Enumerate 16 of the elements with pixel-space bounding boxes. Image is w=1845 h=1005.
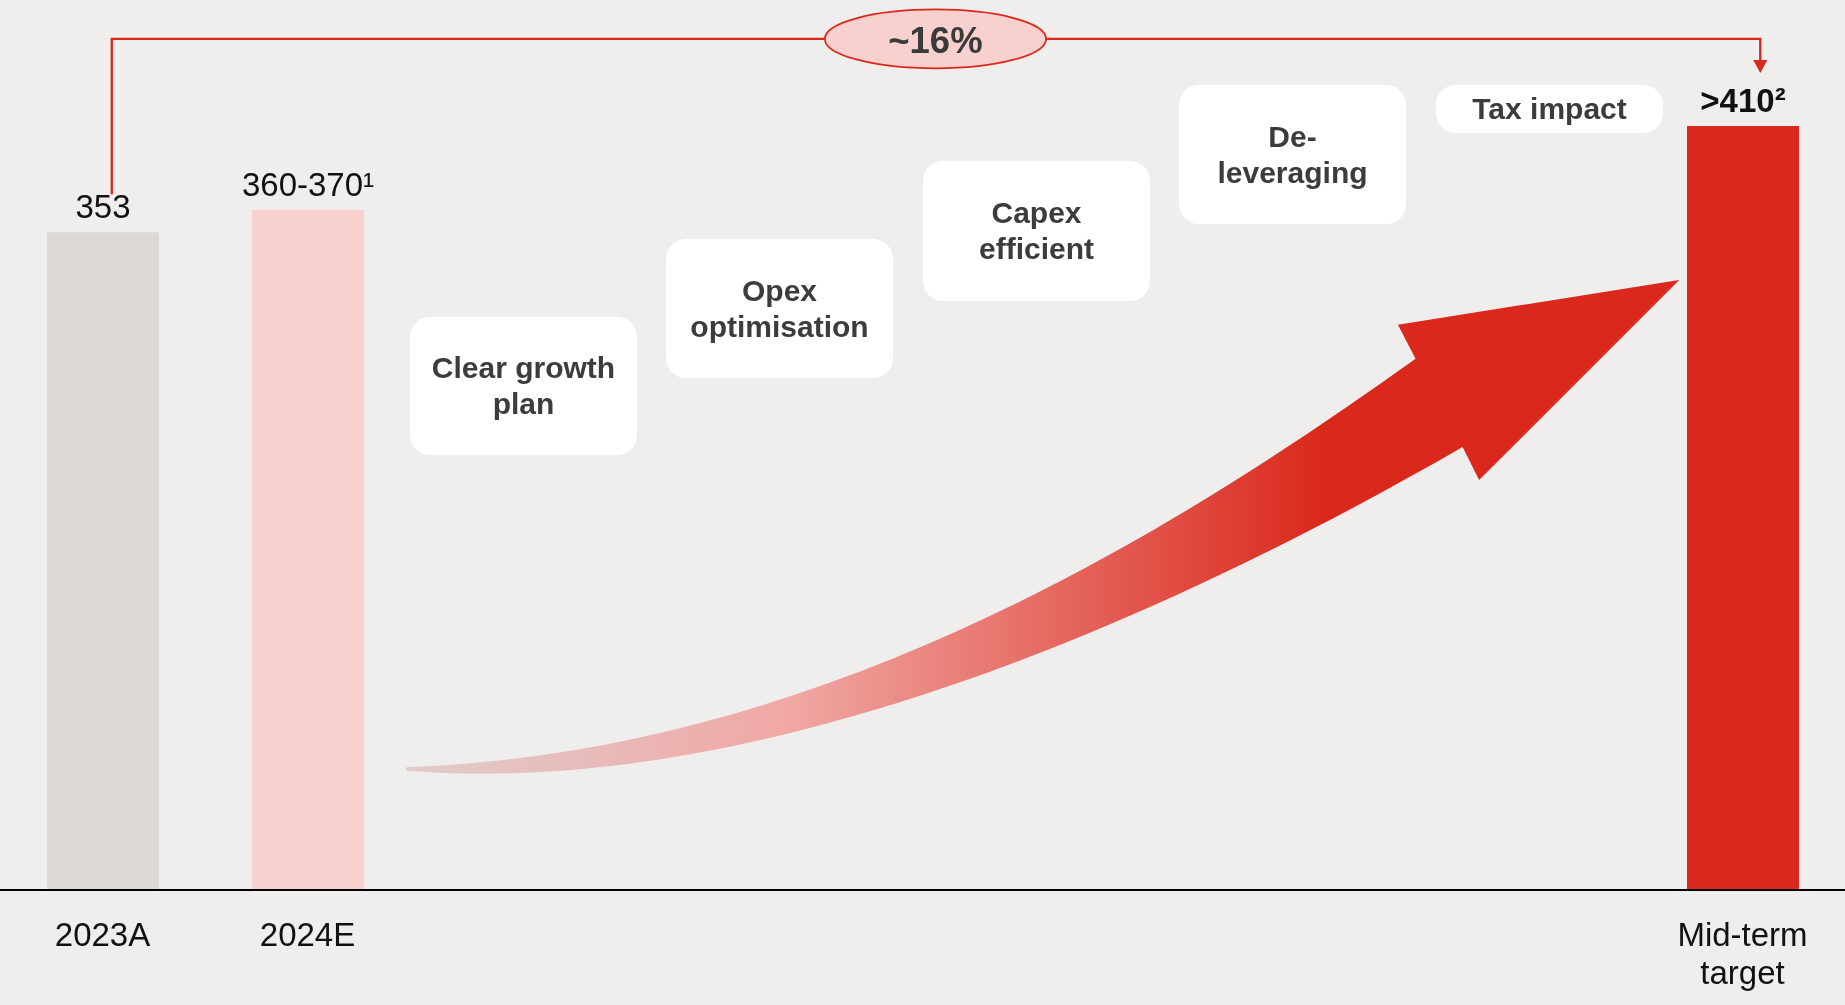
- annotation: Clear growth plan: [430, 350, 617, 422]
- annotation: Capex efficient: [978, 195, 1095, 267]
- x-tick-label: 2024E: [259, 916, 356, 953]
- x-tick-label: Mid-term target: [1677, 916, 1808, 991]
- annotation: Opex optimisation: [689, 272, 870, 345]
- text-box: De-leveraging: [1179, 85, 1406, 224]
- text-box: Capex efficient: [923, 161, 1150, 301]
- data-label: 360-370¹: [241, 165, 375, 203]
- data-label: 353: [75, 188, 131, 226]
- text: ~16%: [888, 20, 983, 62]
- text-box: Tax impact: [1436, 85, 1663, 133]
- x-tick-label: 2023A: [54, 916, 151, 953]
- data-label: >410²: [1700, 82, 1786, 119]
- text-box: Opex optimisation: [666, 239, 893, 378]
- annotation: De-leveraging: [1216, 118, 1369, 191]
- text-box: Clear growth plan: [410, 317, 637, 455]
